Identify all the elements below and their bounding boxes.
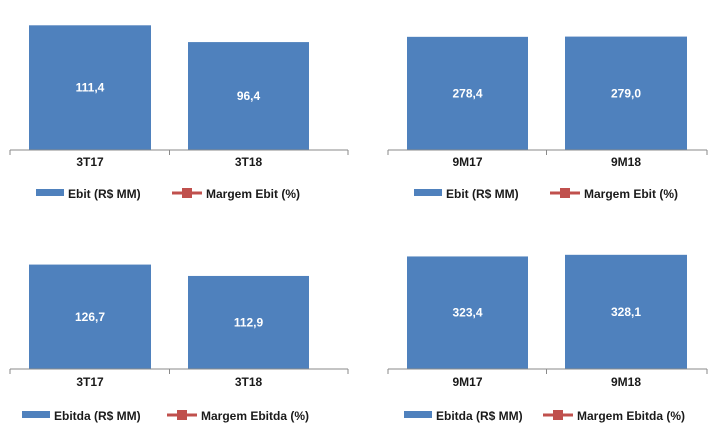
legend-line-label: Margem Ebit (%)	[206, 187, 300, 201]
legend-bar-swatch	[404, 411, 432, 418]
legend-line-label: Margem Ebitda (%)	[577, 409, 685, 423]
category-tick-label: 9M18	[611, 155, 641, 169]
legend-line-marker	[182, 188, 192, 198]
legend-bar-label: Ebit (R$ MM)	[446, 187, 519, 201]
legend-bar-label: Ebitda (R$ MM)	[436, 409, 523, 423]
legend-line-marker	[177, 410, 187, 420]
legend-bar-swatch	[36, 189, 64, 196]
legend: Ebit (R$ MM) Margem Ebit (%)	[36, 187, 300, 201]
bar	[29, 25, 151, 150]
category-tick-label: 3T18	[235, 375, 263, 389]
bar-value-label: 96,4	[237, 89, 261, 103]
legend-line-label: Margem Ebit (%)	[584, 187, 678, 201]
legend-line-marker	[560, 188, 570, 198]
category-tick-label: 9M18	[611, 375, 641, 389]
legend-bar-swatch	[22, 411, 50, 418]
bar	[407, 256, 528, 369]
bar	[188, 275, 309, 369]
bar-value-label: 278,4	[452, 86, 482, 100]
category-tick-label: 9M17	[452, 375, 482, 389]
bar-value-label: 126,7	[75, 310, 105, 324]
bar	[565, 254, 687, 369]
bar-value-label: 111,4	[76, 81, 105, 95]
bar-value-label: 279,0	[611, 86, 641, 100]
bar-value-label: 112,9	[234, 315, 264, 329]
bar	[565, 36, 687, 150]
bar	[407, 36, 528, 150]
category-tick-label: 3T17	[76, 155, 104, 169]
bar	[29, 264, 151, 369]
legend-bar-label: Ebit (R$ MM)	[68, 187, 141, 201]
bar	[188, 42, 309, 150]
category-tick-label: 3T17	[76, 375, 104, 389]
legend-bar-swatch	[414, 189, 442, 196]
legend: Ebitda (R$ MM) Margem Ebitda (%)	[404, 409, 685, 423]
legend: Ebit (R$ MM) Margem Ebit (%)	[414, 187, 678, 201]
legend-line-marker	[553, 410, 563, 420]
legend: Ebitda (R$ MM) Margem Ebitda (%)	[22, 409, 309, 423]
category-tick-label: 9M17	[452, 155, 482, 169]
bar-value-label: 328,1	[611, 305, 641, 319]
legend-bar-label: Ebitda (R$ MM)	[54, 409, 141, 423]
legend-line-label: Margem Ebitda (%)	[201, 409, 309, 423]
bar-value-label: 323,4	[452, 306, 482, 320]
category-tick-label: 3T18	[235, 155, 263, 169]
